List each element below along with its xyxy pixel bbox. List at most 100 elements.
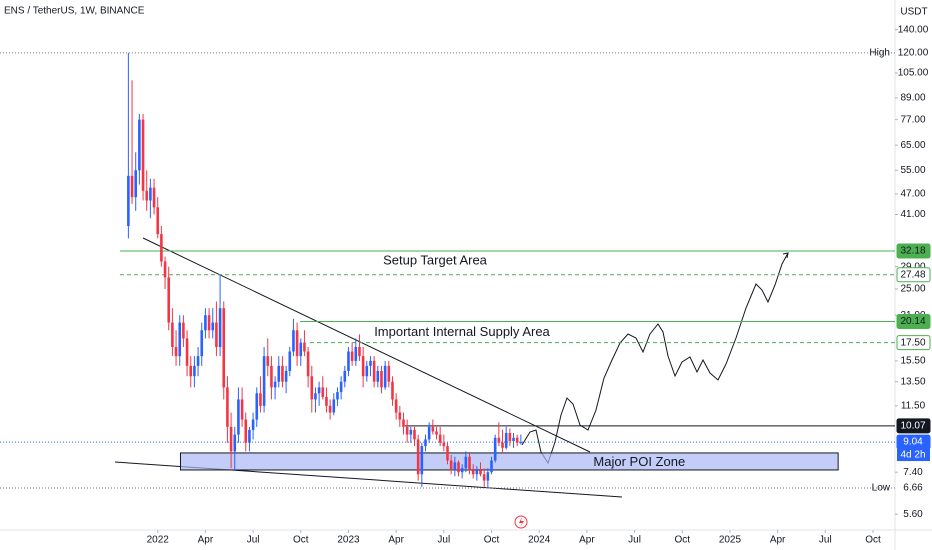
candle-body — [229, 426, 233, 452]
y-tick-label: 47.00 — [900, 189, 925, 200]
alert-icon — [514, 515, 528, 529]
candle-body — [512, 437, 515, 442]
candle-body — [482, 474, 486, 481]
candle-body — [361, 356, 365, 377]
countdown: 4d 2h — [900, 450, 925, 461]
candle-body — [185, 338, 189, 366]
candle-body — [457, 462, 460, 473]
candle-body — [149, 187, 152, 201]
candle-body — [339, 381, 343, 393]
candle-body — [354, 347, 358, 361]
candle-body — [427, 426, 431, 440]
candle-body — [138, 119, 141, 171]
candle-body — [372, 360, 376, 382]
candle-body — [171, 322, 174, 348]
high-value: 120.00 — [898, 48, 929, 59]
candle-body — [167, 277, 171, 323]
candle-body — [380, 370, 383, 388]
candle-body — [383, 365, 387, 388]
candle-body — [504, 433, 508, 448]
candle-body — [193, 365, 196, 377]
candle-body — [490, 460, 493, 473]
x-tick-label: Jul — [437, 535, 450, 546]
candle-body — [405, 426, 409, 435]
candle-body — [303, 342, 306, 352]
candle-body — [493, 437, 497, 461]
level-badge — [896, 313, 931, 329]
candle-body — [152, 187, 156, 208]
y-tick-label: 25.00 — [900, 284, 925, 295]
level-badge — [896, 243, 931, 259]
candle-body — [233, 434, 237, 452]
candle-body — [262, 356, 266, 406]
candle-body — [519, 442, 523, 444]
poi-zone — [179, 452, 839, 471]
candle-body — [156, 207, 160, 235]
candle-body — [226, 387, 229, 427]
candle-body — [332, 399, 336, 413]
candle-body — [453, 462, 457, 471]
candle-body — [273, 381, 277, 388]
zone-label: Major POI Zone — [593, 454, 685, 469]
y-tick-label: 29.00 — [900, 261, 925, 272]
candle-body — [174, 347, 178, 357]
x-tick-label: Jul — [628, 535, 641, 546]
candle-body — [365, 365, 369, 377]
candle-body — [321, 387, 325, 397]
candle-body — [145, 190, 149, 201]
candle-body — [391, 381, 394, 400]
candle-body — [394, 399, 398, 413]
y-tick-label: 15.50 — [900, 356, 925, 367]
candle-body — [497, 437, 501, 443]
candle-body — [255, 393, 259, 420]
candle-body — [163, 261, 167, 278]
x-tick-label: Apr — [770, 535, 786, 546]
candle-body — [288, 351, 292, 371]
candle-body — [358, 347, 361, 357]
annotation: Important Internal Supply Area — [374, 324, 550, 339]
candle-body — [449, 460, 453, 471]
level-value: 27.48 — [900, 269, 925, 280]
candle-body — [317, 387, 321, 394]
candle-body — [409, 429, 413, 435]
x-tick-label: Apr — [579, 535, 595, 546]
candle-body — [182, 322, 185, 339]
candle-body — [420, 446, 424, 475]
x-tick-label: Oct — [674, 535, 690, 546]
y-tick-label: 65.00 — [900, 140, 925, 151]
candle-body — [336, 392, 339, 400]
candle-body — [270, 365, 273, 388]
candle-body — [277, 365, 281, 382]
candle-body — [416, 439, 420, 475]
candle-body — [328, 405, 332, 413]
y-tick-label: 41.00 — [900, 209, 925, 220]
candle-body — [196, 356, 200, 366]
x-tick-label: Apr — [198, 535, 214, 546]
x-tick-label: Jul — [819, 535, 832, 546]
candle-body — [237, 399, 240, 435]
low-value: 6.66 — [903, 483, 923, 494]
candle-body — [244, 419, 248, 443]
candle-body — [501, 442, 504, 448]
candle-body — [343, 370, 347, 382]
candle-body — [178, 322, 182, 357]
candle-body — [284, 370, 288, 382]
candle-body — [413, 429, 416, 440]
candle-body — [468, 456, 471, 471]
candle-body — [460, 468, 464, 473]
candle-body — [350, 351, 354, 361]
x-tick-label: 2023 — [337, 535, 360, 546]
countdown-badge — [897, 449, 930, 462]
y-tick-label: 89.00 — [900, 92, 925, 103]
candle-body — [299, 342, 303, 357]
high-label: High — [869, 48, 890, 59]
level-badge — [896, 335, 931, 351]
symbol-title: ENS / TetherUS, 1W, BINANCE — [4, 6, 145, 17]
candle-body — [207, 315, 211, 331]
candle-body — [398, 412, 402, 420]
candle-body — [310, 376, 314, 400]
level-value: 20.14 — [900, 316, 925, 327]
candle-body — [295, 330, 299, 357]
candle-body — [259, 393, 262, 406]
